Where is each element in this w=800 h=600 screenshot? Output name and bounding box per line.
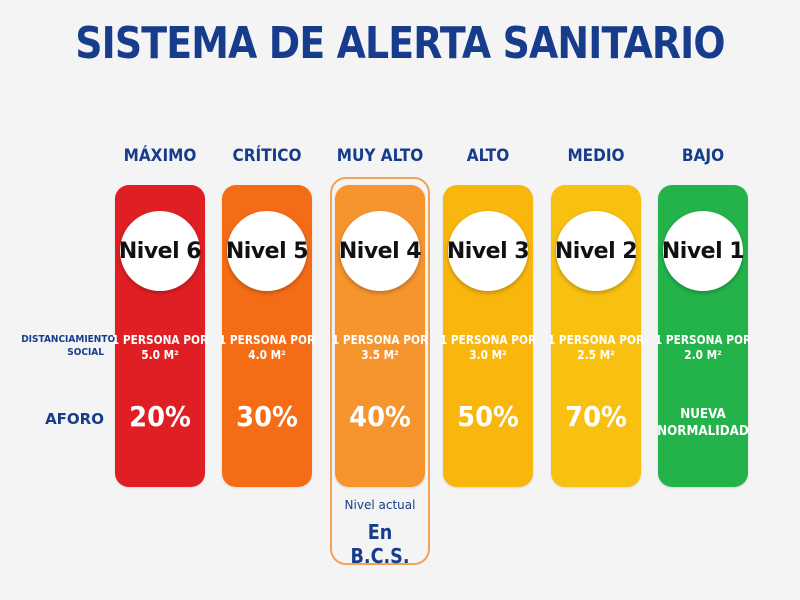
distance-line-1: 1 PERSONA POR xyxy=(331,333,429,347)
distance-line-1: 1 PERSONA POR xyxy=(218,333,316,347)
level-badge-5: Nivel 5 xyxy=(226,211,309,291)
capacity-level-5: 30% xyxy=(236,400,298,433)
distance-line-2: 4.0 M² xyxy=(248,348,286,362)
distance-level-3: 1 PERSONA POR 3.0 M² xyxy=(440,333,537,363)
level-badge-4: Nivel 4 xyxy=(339,211,422,291)
level-name-muy-alto: MUY ALTO xyxy=(336,146,424,166)
level-badge-1: Nivel 1 xyxy=(662,211,745,291)
level-badge-6: Nivel 6 xyxy=(119,211,202,291)
distance-level-2: 1 PERSONA POR 2.5 M² xyxy=(548,333,645,363)
distance-line-2: 3.5 M² xyxy=(361,348,399,362)
capacity-line-1: NUEVA xyxy=(680,407,726,422)
level-name-bajo: BAJO xyxy=(681,146,725,166)
level-badge-3: Nivel 3 xyxy=(447,211,530,291)
distance-line-1: 1 PERSONA POR xyxy=(654,333,752,347)
distance-level-1: 1 PERSONA POR 2.0 M² xyxy=(655,333,752,363)
current-level-label: Nivel actual xyxy=(344,498,416,512)
distance-line-1: 1 PERSONA POR xyxy=(439,333,537,347)
distance-level-4: 1 PERSONA POR 3.5 M² xyxy=(332,333,429,363)
capacity-level-3: 50% xyxy=(457,400,519,433)
distancing-row-label: DISTANCIAMIENTO SOCIAL xyxy=(21,334,116,358)
level-column-5: Nivel 5 xyxy=(222,185,312,487)
capacity-level-2: 70% xyxy=(565,400,627,433)
level-column-3: Nivel 3 xyxy=(443,185,533,487)
capacity-line-2: NORMALIDAD xyxy=(657,424,749,439)
page-title: SISTEMA DE ALERTA SANITARIO xyxy=(75,18,725,69)
capacity-level-6: 20% xyxy=(129,400,191,433)
distance-line-1: 1 PERSONA POR xyxy=(111,333,209,347)
distance-line-2: 3.0 M² xyxy=(469,348,507,362)
distance-line-2: 2.5 M² xyxy=(577,348,615,362)
level-column-4: Nivel 4 xyxy=(335,185,425,487)
current-level-region: En B.C.S. xyxy=(350,520,410,568)
level-name-alto: ALTO xyxy=(466,146,510,166)
level-name-maximo: MÁXIMO xyxy=(123,146,197,166)
current-level-highlight xyxy=(330,177,430,565)
distance-level-5: 1 PERSONA POR 4.0 M² xyxy=(219,333,316,363)
distance-level-6: 1 PERSONA POR 5.0 M² xyxy=(112,333,209,363)
level-name-medio: MEDIO xyxy=(567,146,625,166)
level-name-critico: CRÍTICO xyxy=(232,146,302,166)
capacity-level-1: NUEVA NORMALIDAD xyxy=(652,406,753,440)
level-column-2: Nivel 2 xyxy=(551,185,641,487)
level-column-6: Nivel 6 xyxy=(115,185,205,487)
level-column-1: Nivel 1 xyxy=(658,185,748,487)
capacity-level-4: 40% xyxy=(349,400,411,433)
distance-line-2: 2.0 M² xyxy=(684,348,722,362)
distance-line-1: 1 PERSONA POR xyxy=(547,333,645,347)
capacity-row-label: AFORO xyxy=(45,410,104,428)
level-badge-2: Nivel 2 xyxy=(555,211,638,291)
distance-line-2: 5.0 M² xyxy=(141,348,179,362)
